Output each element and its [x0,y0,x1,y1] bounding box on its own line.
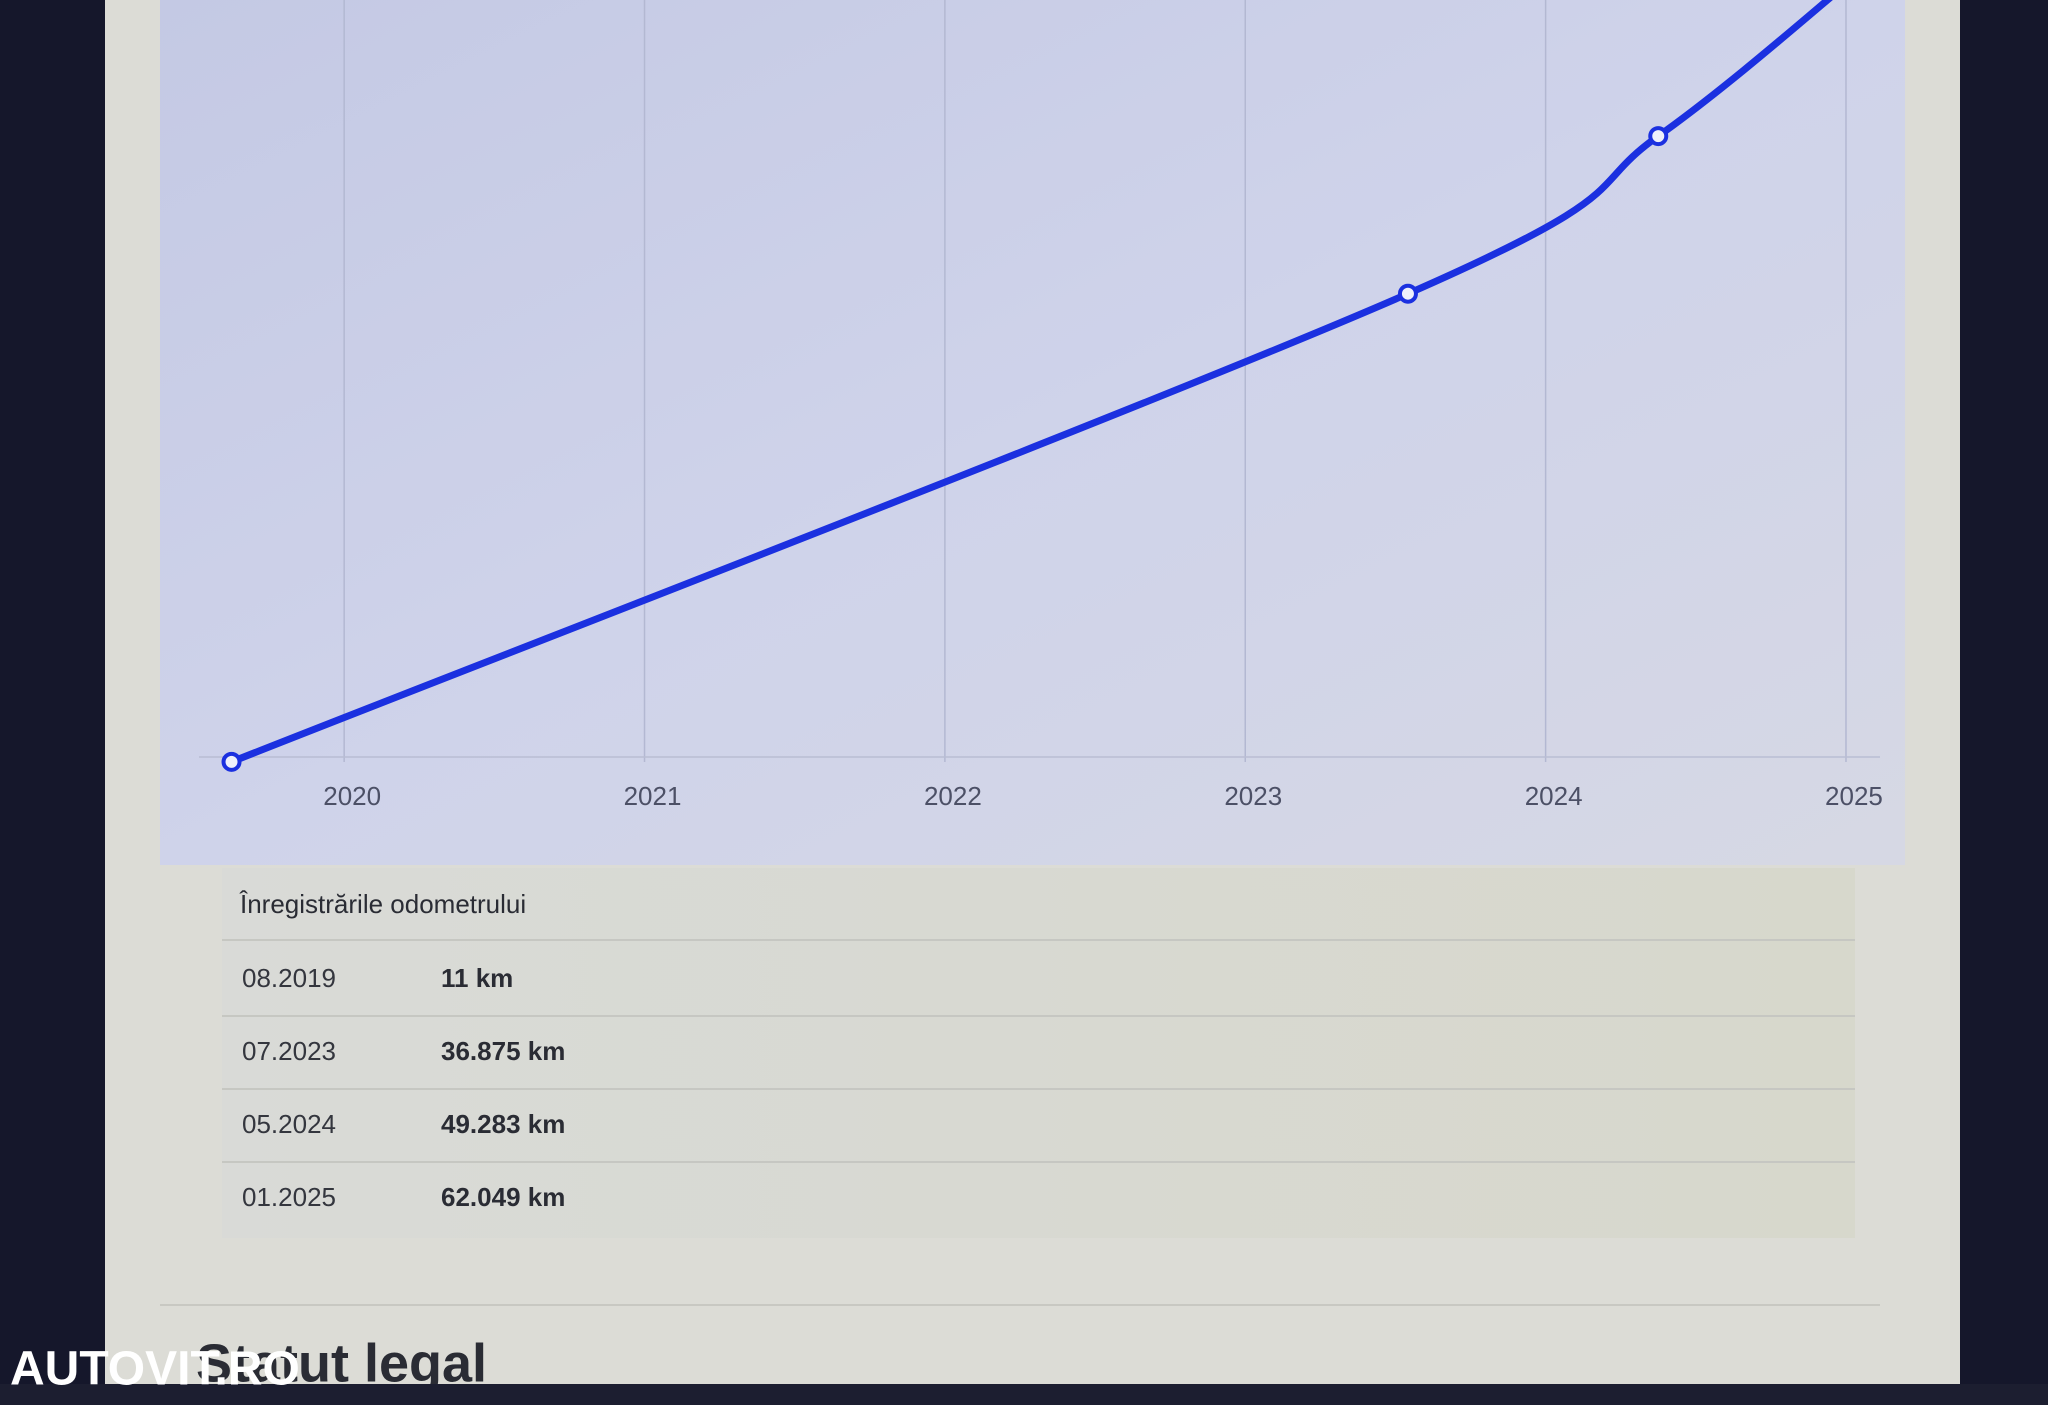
row-date: 05.2024 [242,1109,336,1139]
bottom-strip [0,1384,2048,1405]
plot [199,0,1880,772]
x-tick-label: 2020 [323,781,381,811]
row-km: 36.875 km [441,1036,565,1066]
odometer-line [228,0,1833,766]
row-km: 62.049 km [441,1182,565,1212]
watermark: AUTOVIT.RO [10,1343,300,1396]
x-tick-label: 2021 [624,781,682,811]
table-area [222,868,1855,1238]
x-tick-label: 2024 [1525,781,1583,811]
data-point [1397,283,1418,304]
x-tick-label: 2025 [1825,781,1883,811]
x-tick-label: 2023 [1224,781,1282,811]
row-km: 49.283 km [441,1109,565,1139]
table-title: Înregistrările odometrului [239,889,526,919]
row-date: 07.2023 [242,1036,336,1066]
row-date: 01.2025 [242,1182,336,1212]
data-point [221,751,242,772]
row-km: 11 km [441,963,513,993]
section-title: Statut legal [196,1333,487,1393]
x-tick-label: 2022 [924,781,982,811]
data-point [1648,126,1669,147]
chart-area [160,0,1905,865]
row-date: 08.2019 [242,963,336,993]
